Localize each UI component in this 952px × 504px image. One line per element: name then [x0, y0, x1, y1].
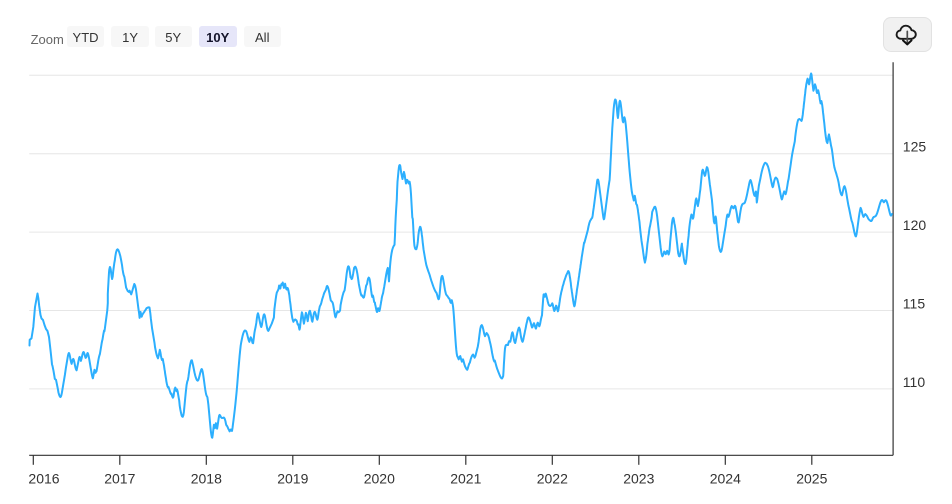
svg-text:115: 115 [903, 296, 926, 312]
svg-text:2018: 2018 [191, 471, 222, 487]
svg-text:2017: 2017 [104, 471, 135, 487]
svg-text:2024: 2024 [710, 471, 741, 487]
svg-text:2022: 2022 [537, 471, 568, 487]
svg-text:110: 110 [903, 374, 926, 390]
svg-text:125: 125 [903, 139, 927, 155]
svg-text:2023: 2023 [623, 471, 654, 487]
svg-text:2020: 2020 [364, 471, 395, 487]
svg-text:2016: 2016 [28, 471, 59, 487]
svg-text:2019: 2019 [277, 471, 308, 487]
svg-text:2025: 2025 [796, 471, 827, 487]
svg-text:120: 120 [903, 217, 927, 233]
svg-text:2021: 2021 [450, 471, 481, 487]
